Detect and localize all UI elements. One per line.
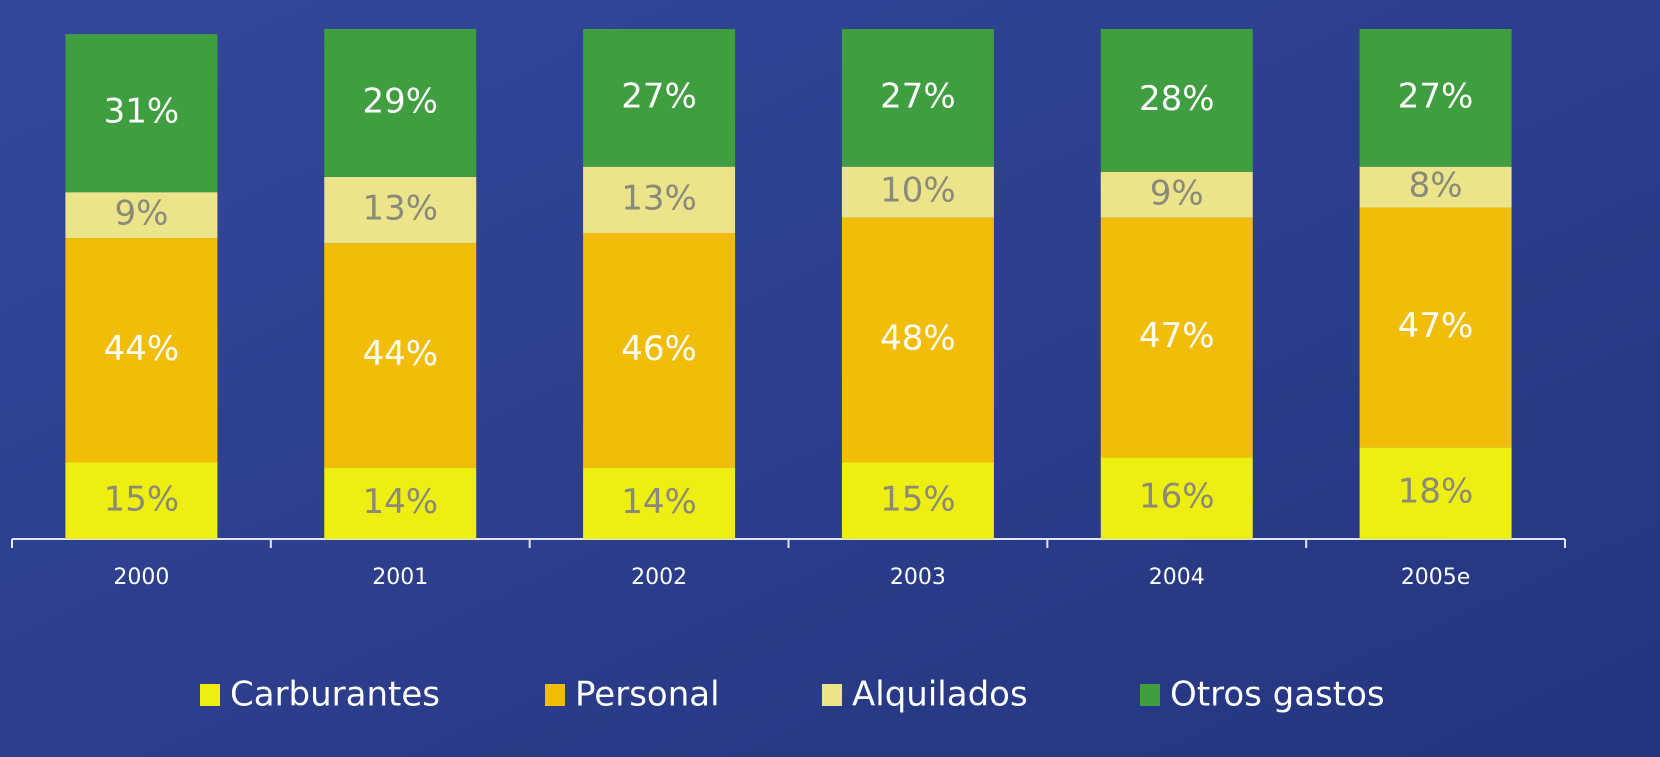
value-label: 27% (621, 76, 697, 116)
bar-segment (65, 238, 218, 463)
value-label: 16% (1139, 477, 1215, 517)
legend-label: Alquilados (852, 675, 1028, 715)
value-label: 13% (362, 189, 438, 229)
bar-segment (583, 467, 736, 539)
bar-segment (65, 34, 218, 193)
bar-segment (1100, 217, 1253, 458)
bar-segment (841, 166, 994, 218)
legend-swatch (1140, 684, 1160, 706)
bar-segment (583, 29, 736, 167)
x-tick-label: 2001 (372, 565, 428, 590)
bar-segment (324, 29, 477, 177)
bar-segment (1359, 447, 1512, 539)
legend-swatch (545, 684, 565, 706)
legend-label: Personal (575, 675, 720, 715)
bar-segment (1359, 207, 1512, 448)
x-tick-label: 2000 (113, 565, 169, 590)
value-label: 9% (114, 194, 168, 234)
value-label: 48% (880, 319, 956, 359)
value-label: 9% (1150, 173, 1204, 213)
bar-segment (324, 243, 477, 468)
bar-segment (1100, 29, 1253, 172)
value-label: 27% (880, 76, 956, 116)
value-label: 44% (104, 329, 180, 369)
bar-segment (583, 233, 736, 468)
value-label: 14% (362, 482, 438, 522)
x-tick-label: 2003 (890, 565, 946, 590)
bar-segment (1100, 171, 1253, 218)
value-label: 14% (621, 482, 697, 522)
value-label: 13% (621, 178, 697, 218)
bar-segment (841, 29, 994, 167)
value-label: 15% (104, 479, 180, 519)
value-label: 47% (1139, 316, 1215, 356)
bar-segment (583, 166, 736, 233)
value-label: 28% (1139, 79, 1215, 119)
bar-segment (1359, 166, 1512, 208)
value-label: 10% (880, 171, 956, 211)
x-tick-label: 2004 (1149, 565, 1205, 590)
value-label: 27% (1398, 76, 1474, 116)
legend-label: Carburantes (230, 675, 440, 715)
value-label: 31% (104, 92, 180, 132)
value-label: 44% (362, 334, 438, 374)
bar-segment (65, 462, 218, 539)
legend-label: Otros gastos (1170, 675, 1385, 715)
legend-swatch (822, 684, 842, 706)
value-label: 18% (1398, 472, 1474, 512)
x-tick-label: 2005e (1401, 565, 1471, 590)
legend-swatch (200, 684, 220, 706)
value-label: 46% (621, 329, 697, 369)
value-label: 29% (362, 81, 438, 121)
x-tick-label: 2002 (631, 565, 687, 590)
value-label: 47% (1398, 306, 1474, 346)
bar-segment (324, 176, 477, 244)
bar-segment (1359, 29, 1512, 167)
value-label: 15% (880, 479, 956, 519)
value-label: 8% (1409, 166, 1463, 206)
bar-segment (841, 217, 994, 463)
bar-segment (1100, 457, 1253, 539)
bar-segment (65, 192, 218, 239)
bar-segment (324, 467, 477, 539)
bar-segment (841, 462, 994, 539)
